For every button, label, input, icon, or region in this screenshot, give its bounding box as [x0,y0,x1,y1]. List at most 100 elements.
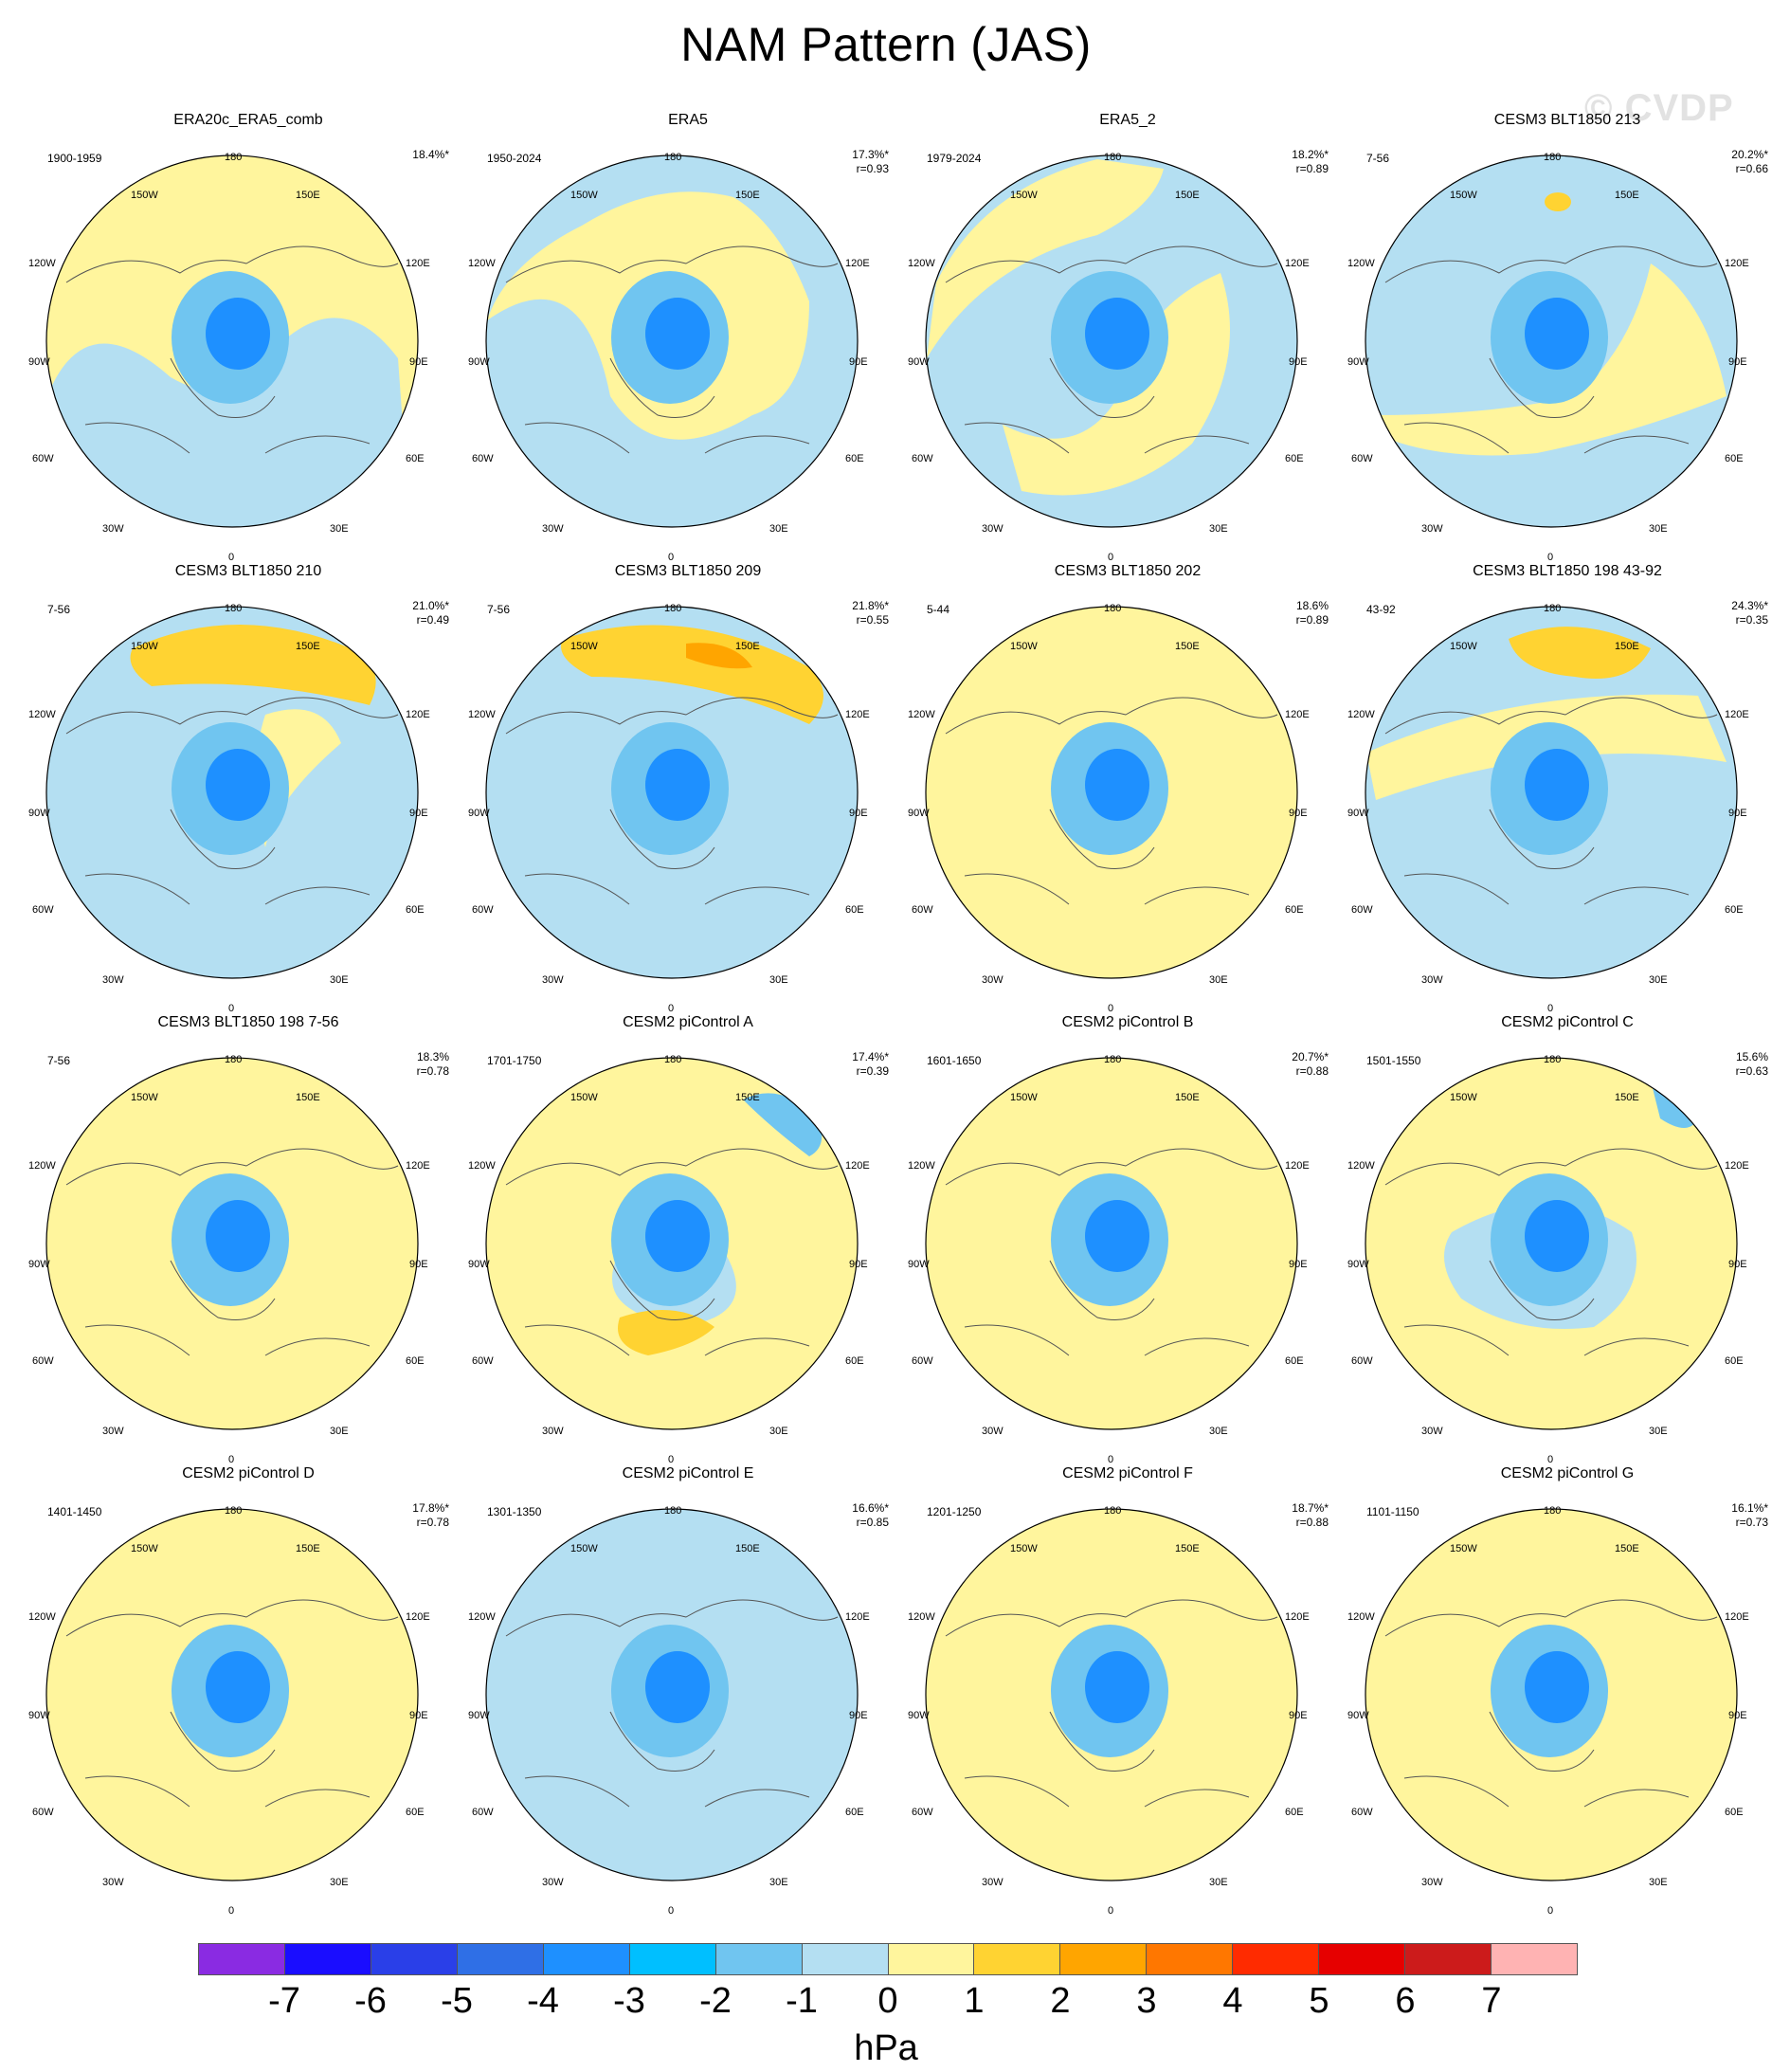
panel-years: 1101-1150 [1366,1505,1419,1518]
longitude-label: 120E [1725,709,1749,720]
panel-title: CESM2 piControl C [1501,1014,1634,1030]
longitude-label: 60E [845,1807,864,1818]
longitude-label: 120W [468,1611,496,1623]
map-panel: ERA5_2 1979-2024 18.2%* r=0.89 180 0 150W 150E 1… [908,112,1347,563]
pct-explained: 18.7%* [1292,1501,1329,1515]
longitude-label: 60W [472,453,494,464]
longitude-label: 30W [542,523,564,535]
longitude-label: 150W [570,1092,598,1103]
colorbar-swatch [1060,1944,1148,1974]
coastlines [505,245,839,454]
field-region [561,625,823,724]
longitude-label: 60W [472,904,494,916]
longitude-label: 120E [1285,709,1310,720]
longitude-label: 60E [845,1355,864,1367]
panel-title: ERA5 [668,112,708,128]
map-panel: CESM2 piControl C 1501-1550 15.6% r=0.63 180… [1347,1014,1772,1465]
longitude-label: 30W [542,1877,564,1888]
longitude-label: 0 [1547,552,1554,563]
arctic-anomaly-inner [1525,1651,1589,1723]
longitude-label: 30W [982,523,1004,535]
panel-years: 1201-1250 [927,1505,982,1518]
arctic-anomaly-inner [1525,298,1589,370]
longitude-label: 180 [1104,1505,1122,1517]
colorbar-tick-label: 3 [1136,1981,1157,2021]
polar-map [925,606,1298,979]
longitude-label: 90W [1347,356,1369,368]
field-region [1376,264,1727,456]
figure-title: NAM Pattern (JAS) [680,18,1092,71]
longitude-label: 150E [1615,1092,1639,1103]
longitude-label: 120W [1347,1160,1375,1172]
watermark: © CVDP [1584,87,1734,129]
longitude-label: 90E [409,808,428,819]
colorbar [198,1943,1578,1975]
longitude-label: 180 [1104,1054,1122,1065]
longitude-label: 150E [296,641,320,652]
longitude-label: 30W [542,1426,564,1437]
panel-title: CESM3 BLT1850 209 [614,563,762,579]
field-region [1545,192,1571,211]
longitude-label: 60W [32,1355,54,1367]
longitude-label: 150W [131,641,158,652]
longitude-label: 90E [1289,1259,1308,1270]
map-boundary [1365,606,1738,979]
longitude-label: 60E [1285,1355,1304,1367]
longitude-label: 60W [912,453,933,464]
longitude-label: 150W [131,1092,158,1103]
coastlines [945,697,1278,905]
pattern-correlation: r=0.63 [1735,1064,1768,1078]
longitude-label: 60E [406,1807,425,1818]
colorbar-swatch [284,1944,371,1974]
pct-explained: 21.8%* [852,599,889,612]
longitude-label: 90E [1289,808,1308,819]
colorbar-swatch [543,1944,630,1974]
polar-map [925,1508,1298,1881]
polar-map [45,1508,419,1881]
colorbar-swatch [199,1944,285,1974]
pattern-correlation: r=0.66 [1735,162,1768,175]
longitude-label: 90W [468,356,490,368]
longitude-label: 60E [845,904,864,916]
map-boundary [925,1508,1298,1881]
polar-map [1365,154,1738,528]
longitude-label: 90W [28,808,50,819]
longitude-label: 60E [406,904,425,916]
panel-variance-explained: 16.6%* r=0.85 [852,1501,889,1530]
map-panel: CESM2 piControl A 1701-1750 17.4%* r=0.39 18… [468,1014,908,1465]
panel-variance-explained: 18.7%* r=0.88 [1292,1501,1329,1530]
coastlines [945,245,1278,454]
pct-explained: 24.3%* [1731,599,1768,612]
longitude-label: 150E [1175,641,1200,652]
colorbar-tick-label: 6 [1395,1981,1416,2021]
longitude-label: 120E [1285,1160,1310,1172]
coastlines [1384,245,1718,454]
field-region [130,625,376,705]
longitude-label: 120E [406,258,430,269]
panel-variance-explained: 24.3%* r=0.35 [1731,599,1768,627]
pct-explained: 17.8%* [412,1501,449,1515]
longitude-label: 90E [1289,1710,1308,1721]
longitude-label: 60W [32,904,54,916]
arctic-anomaly-inner [645,749,710,821]
map-panel: CESM3 BLT1850 210 7-56 21.0%* r=0.49 180 0 150… [28,563,468,1014]
longitude-label: 30W [1421,974,1443,986]
longitude-label: 0 [1547,1905,1554,1917]
longitude-label: 30W [982,1426,1004,1437]
pattern-correlation: r=0.78 [416,1064,449,1078]
panel-variance-explained: 21.8%* r=0.55 [852,599,889,627]
map-boundary [1365,1508,1738,1881]
longitude-label: 90W [468,1710,490,1721]
longitude-label: 90E [1289,356,1308,368]
longitude-label: 60E [406,453,425,464]
panel-years: 1979-2024 [927,152,982,165]
colorbar-swatch [1233,1944,1320,1974]
longitude-label: 30E [1209,974,1228,986]
map-boundary [1365,154,1738,528]
longitude-label: 120E [845,1611,870,1623]
arctic-anomaly-inner [1085,298,1149,370]
longitude-label: 120E [845,258,870,269]
longitude-label: 60W [472,1807,494,1818]
longitude-label: 30E [1649,974,1668,986]
longitude-label: 180 [664,1505,682,1517]
